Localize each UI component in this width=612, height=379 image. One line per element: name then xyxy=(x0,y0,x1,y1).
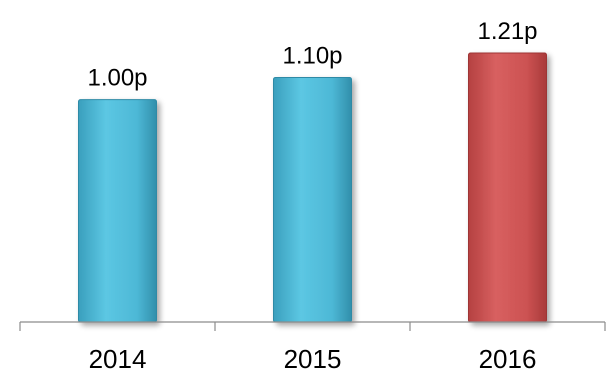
bar-2016 xyxy=(468,52,547,323)
x-tick-labels: 2014 2015 2016 xyxy=(89,344,537,374)
data-label-2014: 1.00p xyxy=(87,65,147,92)
x-tick-label-2014: 2014 xyxy=(89,344,147,374)
bars xyxy=(78,52,547,323)
x-tick-label-2015: 2015 xyxy=(284,344,342,374)
data-label-2016: 1.21p xyxy=(477,18,537,45)
data-label-2015: 1.10p xyxy=(282,42,342,69)
data-labels: 1.00p 1.10p 1.21p xyxy=(87,18,537,92)
x-axis xyxy=(19,321,606,331)
x-tick-label-2016: 2016 xyxy=(479,344,537,374)
bar-2014 xyxy=(78,99,157,323)
bar-2015 xyxy=(273,76,352,323)
